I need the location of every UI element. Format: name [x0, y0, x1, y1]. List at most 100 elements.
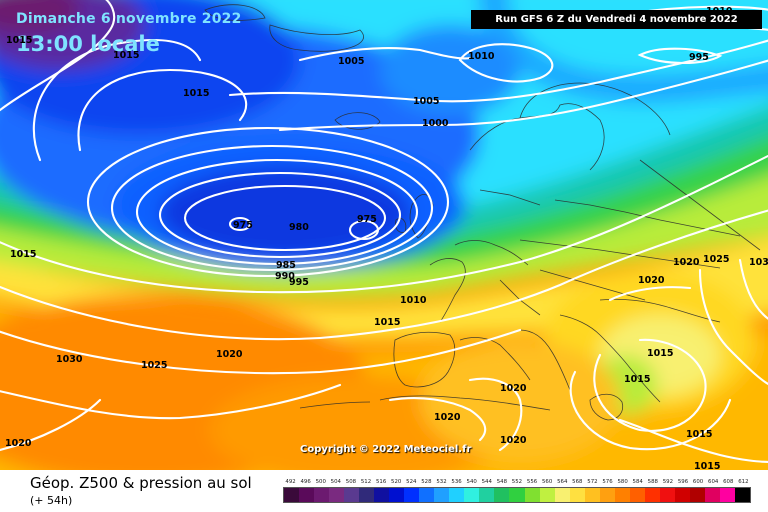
isobar-label: 1005 — [413, 96, 440, 107]
isobar-label: 1015 — [10, 249, 37, 260]
isobar-label: 1005 — [338, 56, 365, 67]
scale-swatch — [479, 488, 495, 502]
scale-swatch — [524, 488, 540, 502]
isobar-label: 1025 — [141, 360, 168, 371]
scale-swatch — [734, 488, 750, 502]
scale-swatch — [704, 488, 720, 502]
scale-label: 536 — [451, 479, 462, 485]
scale-swatch — [449, 488, 465, 502]
isobar-label: 1015 — [647, 348, 674, 359]
scale-label: 584 — [632, 479, 643, 485]
scale-label: 576 — [602, 479, 613, 485]
isobar-label: 985 — [276, 260, 296, 271]
scale-swatch — [599, 488, 615, 502]
isobar-label: 1020 — [216, 349, 243, 360]
isobar-label: 1020 — [500, 435, 527, 446]
forecast-date: Dimanche 6 novembre 2022 — [16, 11, 242, 27]
scale-swatch — [359, 488, 375, 502]
geopotential-shading — [0, 0, 768, 470]
color-scale: 492 496 500 504 508 512 516 520 524 528 532 536 540 5… — [283, 478, 751, 503]
isobar-label: 1015 — [6, 35, 33, 46]
scale-swatch — [614, 488, 630, 502]
scale-swatch — [419, 488, 435, 502]
scale-label: 572 — [587, 479, 598, 485]
map-footer: Géop. Z500 & pression au sol (+ 54h) 492… — [0, 470, 768, 512]
scale-swatch — [629, 488, 645, 502]
scale-label: 588 — [647, 479, 658, 485]
scale-swatch — [404, 488, 420, 502]
scale-label: 496 — [300, 479, 311, 485]
scale-bar — [283, 487, 751, 503]
isobar-label: 1020 — [638, 275, 665, 286]
isobar-label: 1010 — [468, 51, 495, 62]
scale-label: 544 — [481, 479, 492, 485]
run-info-banner: Run GFS 6 Z du Vendredi 4 novembre 2022 — [471, 10, 762, 29]
scale-swatch — [434, 488, 450, 502]
scale-label: 508 — [345, 479, 357, 485]
scale-label: 612 — [738, 479, 749, 485]
scale-swatch — [554, 488, 570, 502]
scale-swatch — [494, 488, 510, 502]
scale-label: 512 — [360, 479, 372, 485]
scale-labels: 492 496 500 504 508 512 516 520 524 528 532 536 540 5… — [283, 478, 751, 487]
isobar-label: 1030 — [56, 354, 83, 365]
scale-swatch — [329, 488, 345, 502]
scale-label: 596 — [677, 479, 689, 485]
isobar-label: 995 — [689, 52, 709, 63]
scale-label: 548 — [496, 479, 507, 485]
isobar-label: 975 — [233, 220, 253, 231]
scale-label: 556 — [526, 479, 538, 485]
forecast-time: 13:00 locale — [16, 32, 160, 56]
isobar-label: 1025 — [703, 254, 730, 265]
scale-label: 600 — [692, 479, 704, 485]
isobar-label: 1020 — [434, 412, 461, 423]
scale-label: 608 — [723, 479, 734, 485]
scale-label: 564 — [557, 479, 568, 485]
isobar-label: 1015 — [686, 429, 713, 440]
scale-swatch — [389, 488, 405, 502]
isobar-label: 1000 — [422, 118, 449, 129]
isobar-label: 1015 — [694, 461, 721, 472]
scale-swatch — [689, 488, 705, 502]
scale-label: 500 — [315, 479, 326, 485]
scale-swatch — [719, 488, 735, 502]
copyright-notice: Copyright © 2022 Meteociel.fr — [300, 444, 472, 455]
forecast-offset: (+ 54h) — [30, 494, 73, 507]
isobar-label: 1020 — [673, 257, 700, 268]
scale-swatch — [539, 488, 555, 502]
scale-label: 604 — [708, 479, 719, 485]
isobar-label: 975 — [357, 214, 377, 225]
scale-swatch — [644, 488, 660, 502]
scale-label: 492 — [285, 479, 296, 485]
scale-swatch — [284, 488, 300, 502]
scale-label: 540 — [466, 479, 477, 485]
scale-swatch — [374, 488, 390, 502]
scale-label: 516 — [375, 479, 387, 485]
scale-swatch — [569, 488, 585, 502]
isobar-label: 1015 — [624, 374, 651, 385]
isobar-label: 1010 — [400, 295, 427, 306]
isobar-label: 980 — [289, 222, 309, 233]
scale-label: 520 — [391, 479, 402, 485]
scale-label: 580 — [617, 479, 628, 485]
scale-label: 592 — [662, 479, 674, 485]
scale-swatch — [299, 488, 315, 502]
scale-label: 528 — [421, 479, 432, 485]
scale-swatch — [584, 488, 600, 502]
scale-label: 504 — [330, 479, 341, 485]
scale-label: 552 — [511, 479, 523, 485]
isobar-label: 1015 — [113, 50, 140, 61]
scale-label: 532 — [436, 479, 447, 485]
scale-swatch — [674, 488, 690, 502]
scale-swatch — [314, 488, 330, 502]
scale-swatch — [464, 488, 480, 502]
scale-swatch — [659, 488, 675, 502]
map-title: Géop. Z500 & pression au sol — [30, 474, 252, 492]
weather-map — [0, 0, 768, 470]
isobar-label: 990 — [275, 271, 295, 282]
scale-swatch — [509, 488, 525, 502]
isobar-label: 995 — [289, 277, 309, 288]
isobar-label: 1015 — [374, 317, 401, 328]
scale-label: 560 — [541, 479, 553, 485]
